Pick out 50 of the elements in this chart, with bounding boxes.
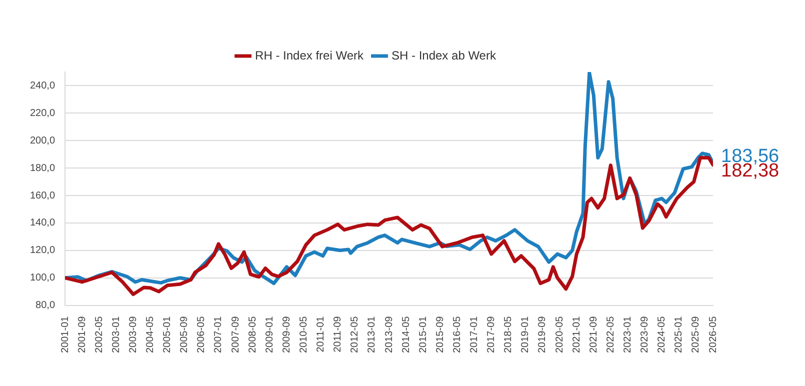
x-tick-label: 2002-05 bbox=[94, 316, 105, 354]
x-tick-label: 2010-05 bbox=[298, 316, 310, 354]
x-tick-label: 2013-01 bbox=[366, 316, 378, 354]
x-tick-label: 2018-05 bbox=[503, 316, 514, 354]
x-tick-label: 2015-09 bbox=[434, 316, 446, 354]
legend-label: RH - Index frei Werk bbox=[255, 48, 364, 62]
x-tick-label: 2021-01 bbox=[571, 316, 582, 354]
x-tick-label: 2019-09 bbox=[537, 316, 548, 354]
x-tick-label: 2015-01 bbox=[418, 316, 429, 354]
y-tick-label: 140,0 bbox=[30, 218, 56, 229]
x-tick-label: 2011-09 bbox=[332, 316, 344, 352]
x-tick-label: 2004-05 bbox=[145, 316, 156, 354]
x-tick-label: 2016-05 bbox=[452, 316, 463, 354]
x-tick-label: 2020-05 bbox=[554, 316, 566, 354]
x-tick-label: 2009-01 bbox=[264, 316, 276, 354]
x-tick-label: 2012-05 bbox=[350, 316, 361, 354]
x-tick-label: 2009-09 bbox=[281, 316, 292, 354]
y-tick-label: 100,0 bbox=[30, 272, 56, 284]
x-tick-label: 2025-09 bbox=[690, 316, 702, 354]
x-tick-label: 2005-01 bbox=[162, 316, 174, 354]
x-tick-label: 2005-09 bbox=[179, 316, 190, 354]
x-tick-label: 2001-01 bbox=[60, 316, 71, 354]
x-tick-label: 2006-05 bbox=[196, 316, 208, 354]
x-tick-label: 2017-01 bbox=[469, 316, 480, 354]
x-tick-label: 2019-01 bbox=[520, 316, 532, 354]
y-tick-label: 80,0 bbox=[36, 300, 56, 312]
y-tick-label: 240,0 bbox=[30, 80, 56, 92]
y-tick-label: 120,0 bbox=[30, 245, 56, 256]
x-tick-label: 2023-01 bbox=[622, 316, 634, 354]
x-tick-label: 2001-09 bbox=[76, 316, 88, 354]
x-tick-label: 2007-09 bbox=[230, 316, 242, 354]
x-tick-label: 2023-09 bbox=[640, 316, 651, 354]
y-tick-label: 220,0 bbox=[30, 108, 56, 119]
x-tick-label: 2011-01 bbox=[316, 316, 327, 352]
x-tick-label: 2014-05 bbox=[400, 316, 412, 354]
x-tick-label: 2007-01 bbox=[213, 316, 224, 354]
x-tick-label: 2021-09 bbox=[588, 316, 600, 354]
x-tick-label: 2022-05 bbox=[605, 316, 616, 354]
y-tick-label: 160,0 bbox=[30, 190, 56, 202]
x-tick-label: 2003-09 bbox=[128, 316, 139, 354]
legend-label: SH - Index ab Werk bbox=[391, 48, 497, 62]
x-tick-label: 2013-09 bbox=[384, 316, 395, 354]
y-tick-label: 180,0 bbox=[30, 162, 56, 174]
x-tick-label: 2008-05 bbox=[247, 316, 258, 354]
y-tick-label: 200,0 bbox=[30, 135, 56, 146]
x-tick-label: 2017-09 bbox=[486, 316, 498, 354]
x-tick-label: 2003-01 bbox=[110, 316, 122, 354]
x-tick-label: 2025-01 bbox=[674, 316, 685, 354]
x-tick-label: 2024-05 bbox=[656, 316, 668, 354]
x-tick-label: 2026-05 bbox=[708, 316, 719, 354]
